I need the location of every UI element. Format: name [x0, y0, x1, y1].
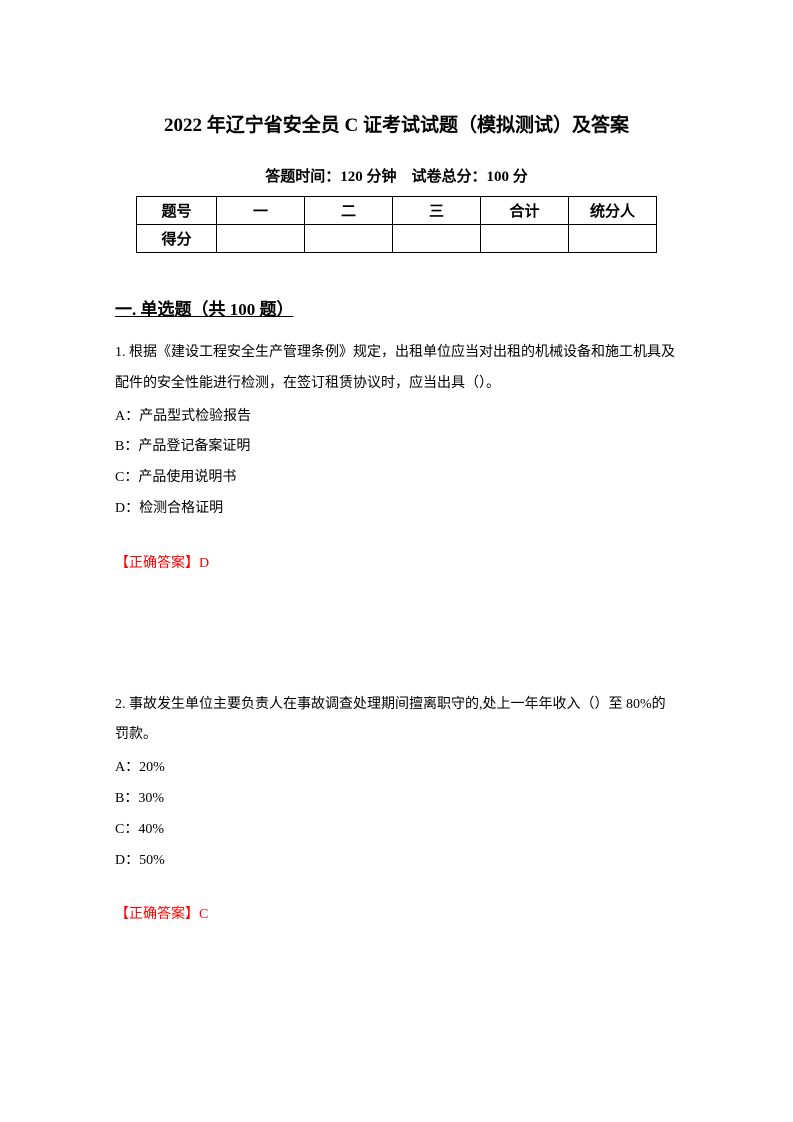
table-header-row: 题号 一 二 三 合计 统分人 [137, 197, 657, 225]
option-b: B：30% [115, 784, 678, 815]
table-score-row: 得分 [137, 225, 657, 253]
score-cell [481, 225, 569, 253]
header-cell: 题号 [137, 197, 217, 225]
question-text: 2. 事故发生单位主要负责人在事故调查处理期间擅离职守的,处上一年年收入（）至 … [115, 690, 678, 752]
exam-subtitle: 答题时间：120 分钟 试卷总分：100 分 [115, 165, 678, 186]
score-cell [305, 225, 393, 253]
option-c: C：40% [115, 815, 678, 846]
score-cell [217, 225, 305, 253]
header-cell: 二 [305, 197, 393, 225]
option-a: A：20% [115, 753, 678, 784]
option-b: B：产品登记备案证明 [115, 432, 678, 463]
header-cell: 合计 [481, 197, 569, 225]
exam-title: 2022 年辽宁省安全员 C 证考试试题（模拟测试）及答案 [115, 110, 678, 137]
correct-answer: 【正确答案】D [115, 549, 678, 580]
correct-answer: 【正确答案】C [115, 900, 678, 931]
score-label-cell: 得分 [137, 225, 217, 253]
section-heading: 一. 单选题（共 100 题） [115, 295, 678, 320]
option-d: D：检测合格证明 [115, 494, 678, 525]
score-cell [393, 225, 481, 253]
header-cell: 三 [393, 197, 481, 225]
score-cell [569, 225, 657, 253]
option-d: D：50% [115, 846, 678, 877]
header-cell: 一 [217, 197, 305, 225]
option-c: C：产品使用说明书 [115, 463, 678, 494]
question-text: 1. 根据《建设工程安全生产管理条例》规定，出租单位应当对出租的机械设备和施工机… [115, 338, 678, 400]
header-cell: 统分人 [569, 197, 657, 225]
score-table: 题号 一 二 三 合计 统分人 得分 [136, 196, 657, 253]
option-a: A：产品型式检验报告 [115, 402, 678, 433]
